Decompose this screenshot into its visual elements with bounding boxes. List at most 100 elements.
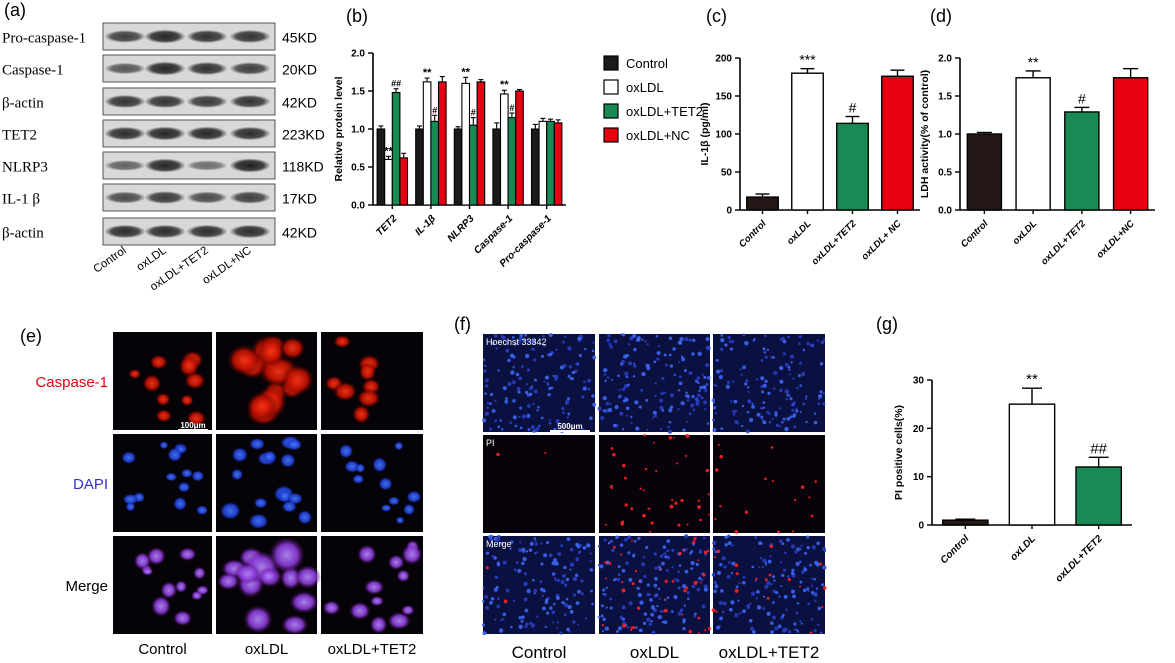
nucleus bbox=[617, 395, 621, 399]
cell bbox=[231, 447, 248, 463]
nucleus bbox=[822, 566, 825, 569]
nucleus bbox=[524, 390, 529, 395]
column-label: Control bbox=[512, 643, 567, 662]
nucleus bbox=[677, 570, 680, 573]
cell bbox=[395, 516, 405, 524]
nucleus bbox=[533, 537, 537, 540]
nucleus bbox=[653, 583, 658, 588]
nucleus bbox=[528, 548, 533, 552]
nucleus bbox=[761, 418, 765, 422]
nucleus bbox=[584, 347, 587, 351]
nucleus bbox=[799, 560, 802, 564]
bar bbox=[415, 128, 424, 206]
nucleus bbox=[711, 398, 715, 402]
y-axis-label: PI positive cells(%) bbox=[893, 405, 905, 500]
x-category-label: Control bbox=[737, 218, 769, 250]
x-category-label: oxLDL bbox=[785, 218, 814, 247]
nucleus bbox=[688, 412, 692, 416]
pi-positive-cell bbox=[610, 447, 614, 450]
row-label: DAPI bbox=[73, 476, 108, 493]
nucleus bbox=[678, 564, 682, 567]
nucleus bbox=[794, 550, 798, 554]
row-label: Caspase-1 bbox=[35, 374, 108, 391]
nucleus bbox=[660, 391, 664, 396]
nucleus bbox=[534, 539, 537, 542]
nucleus bbox=[732, 380, 735, 383]
bar bbox=[430, 120, 440, 206]
nucleus bbox=[764, 355, 768, 359]
nucleus bbox=[767, 559, 772, 564]
y-axis-label: LDH activity(% of control) bbox=[919, 70, 931, 198]
nucleus bbox=[784, 551, 787, 555]
nucleus bbox=[716, 570, 722, 575]
nucleus bbox=[496, 604, 501, 609]
nucleus bbox=[740, 424, 744, 428]
cell bbox=[281, 614, 309, 635]
nucleus bbox=[521, 561, 525, 566]
nucleus bbox=[493, 556, 497, 560]
legend-swatch bbox=[603, 103, 619, 119]
nucleus bbox=[718, 375, 723, 380]
nucleus bbox=[517, 568, 522, 574]
nucleus bbox=[524, 333, 527, 337]
pi-positive-cell bbox=[629, 628, 633, 631]
pi-positive-cell bbox=[544, 451, 547, 454]
nucleus bbox=[567, 397, 570, 401]
nucleus bbox=[727, 541, 732, 546]
nucleus bbox=[567, 374, 571, 378]
nucleus bbox=[762, 420, 767, 425]
nucleus bbox=[534, 378, 537, 382]
column-label: oxLDL bbox=[245, 641, 288, 658]
nucleus bbox=[735, 585, 739, 589]
bar bbox=[941, 519, 989, 526]
bar bbox=[468, 124, 478, 206]
nucleus bbox=[712, 547, 715, 551]
nucleus bbox=[616, 577, 621, 582]
cell bbox=[364, 579, 385, 595]
pi-positive-cell bbox=[697, 499, 700, 503]
nucleus bbox=[803, 566, 806, 569]
nucleus bbox=[507, 358, 511, 363]
nucleus bbox=[525, 353, 530, 359]
nucleus bbox=[511, 380, 516, 385]
nucleus bbox=[536, 551, 539, 554]
cell bbox=[195, 585, 210, 596]
nucleus bbox=[501, 428, 504, 431]
nucleus bbox=[518, 336, 523, 341]
nucleus bbox=[810, 577, 813, 580]
nucleus bbox=[742, 333, 746, 337]
nucleus bbox=[819, 390, 823, 394]
nucleus bbox=[482, 418, 487, 423]
nucleus bbox=[608, 342, 612, 346]
pi-positive-cell bbox=[716, 549, 721, 554]
nucleus bbox=[621, 359, 625, 364]
nucleus bbox=[636, 586, 640, 591]
cell bbox=[369, 615, 388, 634]
nucleus bbox=[580, 592, 584, 596]
significance-marker: # bbox=[849, 100, 857, 116]
cell bbox=[160, 581, 178, 599]
nucleus bbox=[758, 541, 762, 545]
cell bbox=[352, 474, 365, 484]
pi-positive-cell bbox=[819, 562, 823, 566]
panel-letter-d: (d) bbox=[930, 6, 952, 26]
nucleus bbox=[661, 620, 665, 624]
pi-positive-cell bbox=[764, 578, 768, 582]
pi-positive-cell bbox=[744, 510, 749, 514]
cell bbox=[159, 441, 169, 450]
nucleus bbox=[686, 398, 690, 402]
pi-positive-cell bbox=[705, 468, 710, 473]
nucleus bbox=[543, 380, 546, 383]
nucleus bbox=[677, 586, 681, 590]
micrograph-tile bbox=[713, 536, 825, 634]
nucleus bbox=[716, 625, 720, 630]
nucleus bbox=[734, 613, 739, 618]
nucleus bbox=[786, 575, 790, 578]
bar bbox=[422, 81, 432, 206]
cell bbox=[246, 391, 278, 421]
nucleus bbox=[701, 373, 705, 376]
cell bbox=[401, 543, 423, 565]
nucleus bbox=[693, 615, 697, 618]
nucleus bbox=[800, 544, 803, 547]
nucleus bbox=[711, 572, 716, 577]
